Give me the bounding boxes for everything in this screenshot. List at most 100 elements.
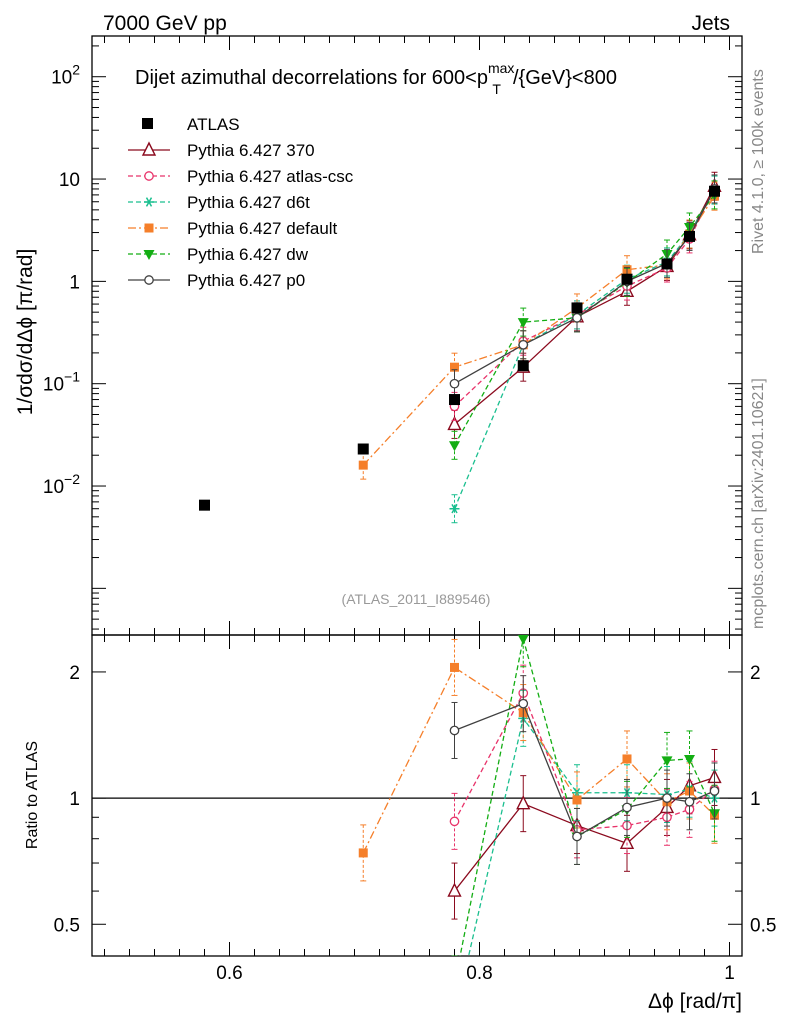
x-tick-label: 0.8: [466, 963, 492, 984]
atlas-data-point: [709, 185, 720, 197]
atlas-data-point: [621, 273, 633, 285]
main-series-default: [358, 181, 719, 480]
legend-entry: Pythia 6.427 370: [128, 141, 315, 160]
mcplots-label: mcplots.cern.ch [arXiv:2401.10621]: [750, 378, 767, 629]
atlas-data-point: [571, 302, 583, 314]
series-line: [454, 188, 716, 385]
chart-title: Dijet azimuthal decorrelations for 600<p…: [135, 60, 617, 97]
legend: ATLAS Pythia 6.427 370 Pythia 6.427 atlas-…: [128, 115, 354, 290]
series-marker: [518, 698, 529, 709]
series-marker: [358, 848, 368, 858]
series-marker: [450, 662, 459, 672]
series-marker: [447, 882, 462, 897]
legend-marker: [143, 250, 155, 260]
series-marker: [449, 725, 460, 736]
x-tick-label: 1: [724, 963, 735, 984]
ratio-series-atlascsc: [449, 664, 720, 859]
main-series-p370: [447, 171, 722, 439]
series-marker: [709, 786, 720, 796]
series-marker: [450, 362, 459, 372]
legend-label: Pythia 6.427 default: [187, 219, 338, 238]
series-marker: [450, 1013, 460, 1022]
main-y-tick-label: 1: [69, 272, 80, 293]
series-marker: [449, 504, 460, 514]
legend-entry: Pythia 6.427 p0: [128, 271, 305, 290]
rivet-label: Rivet 4.1.0, ≥ 100k events: [750, 69, 767, 254]
series-marker: [449, 980, 460, 990]
series-marker: [622, 754, 632, 764]
header-right: Jets: [691, 12, 730, 35]
header-left: 7000 GeV pp: [103, 12, 227, 35]
series-marker: [449, 378, 460, 389]
legend-marker: [144, 275, 154, 285]
series-marker: [572, 831, 582, 842]
series-marker: [622, 802, 632, 813]
series-marker: [358, 460, 368, 470]
main-y-tick-label: 10−2: [43, 471, 80, 498]
series-marker: [447, 415, 462, 431]
chart-dynamic-layer: 0.6 0.8 1 10−2 10−1 1 10 102 0.5 0.5 1 1 2 2 ATLAS Pyth…: [43, 35, 776, 1022]
atlas-data-point: [517, 360, 529, 372]
main-series-d6t: [449, 175, 720, 524]
main-y-tick-label: 102: [51, 62, 80, 89]
series-marker: [518, 339, 529, 350]
legend-label: Pythia 6.427 dw: [187, 245, 309, 264]
series-marker: [572, 313, 582, 323]
ratio-y-tick-label-right: 2: [750, 663, 761, 684]
main-series-atlascsc: [449, 174, 720, 421]
series-line: [362, 195, 716, 466]
legend-marker: [144, 223, 154, 233]
x-tick-label: 0.6: [216, 963, 242, 984]
ratio-ylabel: Ratio to ATLAS: [24, 741, 41, 849]
series-line: [454, 185, 716, 425]
series-marker: [662, 793, 672, 803]
series-marker: [449, 816, 460, 827]
ratio-y-tick-label: 0.5: [54, 915, 80, 936]
series-marker: [684, 796, 695, 807]
atlas-data-point: [661, 258, 673, 270]
ratio-series-p370: [447, 748, 722, 920]
x-axis-label: Δϕ [rad/π]: [648, 990, 742, 1013]
legend-marker: [144, 197, 154, 207]
main-y-tick-label: 10−1: [43, 369, 80, 396]
series-line: [453, 194, 716, 446]
series-marker: [517, 318, 529, 329]
series-line: [459, 638, 716, 956]
series-marker: [661, 756, 673, 767]
series-line: [453, 189, 716, 509]
series-line: [467, 716, 715, 956]
legend-atlas-marker: [142, 118, 153, 129]
atlas-data-point: [684, 230, 695, 242]
series-marker: [572, 795, 582, 805]
legend-marker: [141, 141, 157, 156]
atlas-data-point: [449, 394, 460, 406]
legend-entry: Pythia 6.427 dw: [128, 245, 309, 264]
series-line: [454, 702, 715, 838]
legend-label: ATLAS: [187, 115, 240, 134]
ratio-series-p0: [449, 675, 720, 865]
atlas-data-point: [199, 499, 210, 511]
legend-entry: Pythia 6.427 default: [128, 219, 338, 238]
ratio-y-tick-label-right: 1: [750, 789, 761, 810]
main-y-tick-label: 10: [59, 170, 80, 191]
legend-entry: ATLAS: [142, 115, 240, 134]
series-marker: [516, 795, 531, 810]
ratio-y-tick-label-right: 0.5: [750, 915, 776, 936]
series-line: [453, 691, 715, 831]
main-series-ATLAS: [199, 185, 720, 511]
legend-marker: [144, 171, 154, 181]
ratio-y-tick-label: 2: [69, 663, 80, 684]
main-series-p0: [449, 174, 720, 399]
series-marker: [449, 441, 460, 452]
analysis-watermark: (ATLAS_2011_I889546): [342, 591, 491, 607]
legend-label: Pythia 6.427 370: [187, 141, 315, 160]
legend-label: Pythia 6.427 p0: [187, 271, 305, 290]
ratio-y-tick-label: 1: [69, 789, 80, 810]
legend-entry: Pythia 6.427 d6t: [128, 193, 310, 212]
series-marker: [517, 635, 529, 645]
main-ylabel: 1/σdσ/dΔϕ [π/rad]: [14, 249, 37, 416]
main-series-dw: [449, 180, 720, 460]
legend-label: Pythia 6.427 d6t: [187, 193, 310, 212]
legend-entry: Pythia 6.427 atlas-csc: [128, 167, 354, 186]
